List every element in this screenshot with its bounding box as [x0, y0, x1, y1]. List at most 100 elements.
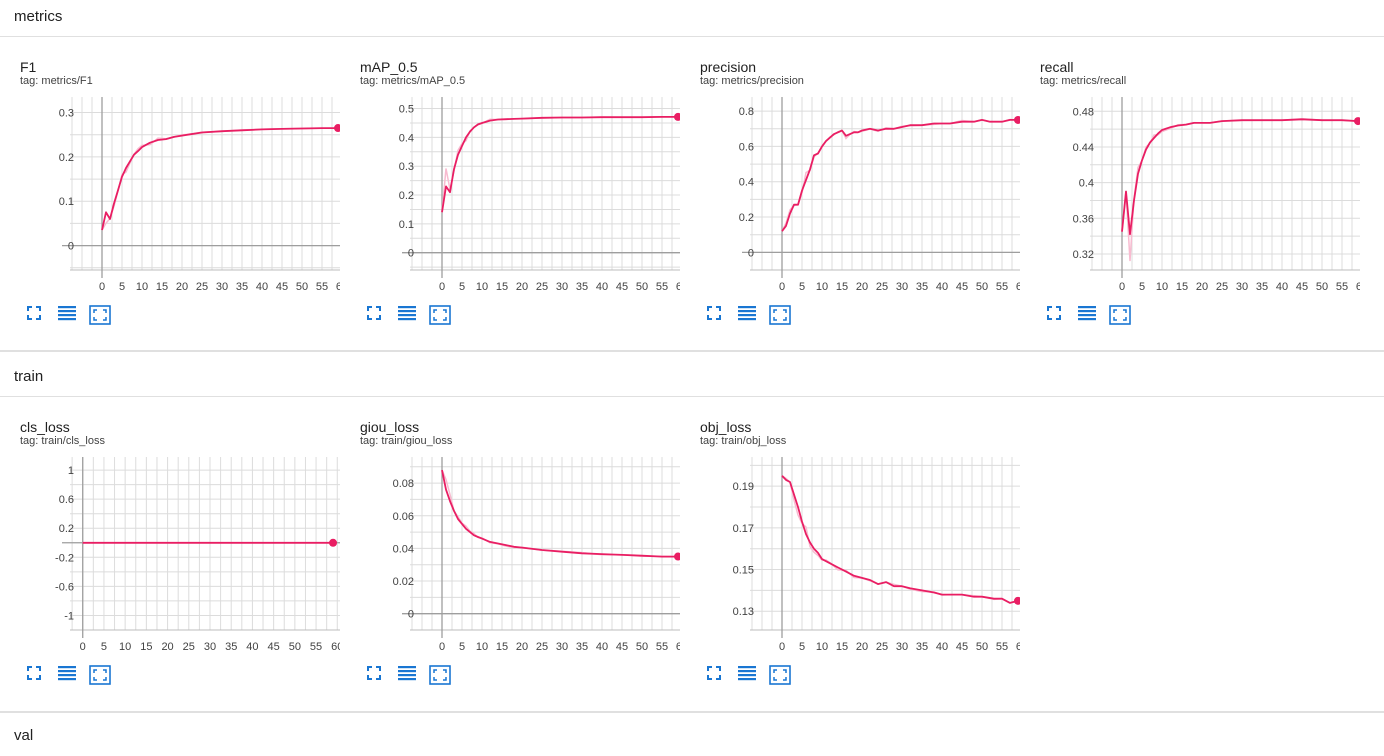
fit-domain-icon [89, 305, 111, 325]
x-tick-label: 15 [496, 281, 508, 293]
x-tick-label: 30 [204, 641, 216, 653]
toggle-log-scale-button[interactable] [397, 305, 419, 325]
x-tick-label: 30 [896, 641, 908, 653]
grid-minor [410, 457, 680, 631]
chart-plot[interactable]: 0 5 10 15 20 25 30 35 40 45 50 55 60 -1 -0.6 -0.2 0.2 0.6… [0, 397, 340, 659]
x-tick-label: 50 [296, 281, 308, 293]
y-tick-label: 0.04 [393, 543, 414, 555]
series-last-point [334, 124, 340, 133]
fit-domain-icon [769, 665, 791, 685]
x-tick-label: 55 [996, 281, 1008, 293]
chart-plot[interactable]: 0 5 10 15 20 25 30 35 40 45 50 55 60 0 0.1 0.2 0.3 0.4 0.5 [340, 37, 680, 299]
fit-domain-button[interactable] [429, 305, 451, 325]
section-header-val[interactable]: val [0, 719, 1384, 756]
fit-domain-button[interactable] [89, 305, 111, 325]
chart-card-cls-loss: cls_loss tag: train/cls_loss 0 5 10 15 20 25 30 3… [0, 397, 340, 717]
series-last-point [1014, 596, 1020, 605]
chart-card-obj-loss: obj_loss tag: train/obj_loss 0 5 10 15 20 25 30 3… [680, 397, 1020, 717]
y-tick-label: -1 [64, 610, 74, 622]
x-tick-label: 40 [936, 281, 948, 293]
chart-plot[interactable]: 0 5 10 15 20 25 30 35 40 45 50 55 60 0.13 0.15 0.17 0.19 [680, 397, 1020, 659]
expand-button[interactable] [366, 665, 388, 685]
chart-plot[interactable]: 0 5 10 15 20 25 30 35 40 45 50 55 60 0 0.1 0.2 0.3 [0, 37, 340, 299]
x-tick-label: 60 [1016, 641, 1020, 653]
series-smoothed-line [781, 475, 1019, 604]
chart-title: recall [1040, 59, 1074, 75]
fit-domain-icon [769, 305, 791, 325]
y-tick-label: 0.4 [399, 132, 414, 144]
expand-icon [1047, 306, 1061, 320]
expand-button[interactable] [706, 665, 728, 685]
fit-domain-button[interactable] [1109, 305, 1131, 325]
x-tick-label: 10 [136, 281, 148, 293]
x-tick-label: 15 [836, 641, 848, 653]
series-last-point [1014, 115, 1020, 124]
y-tick-label: 0.36 [1073, 213, 1094, 225]
x-tick-label: 15 [1176, 281, 1188, 293]
y-tick-label: 0.13 [733, 606, 754, 618]
x-tick-label: 0 [439, 641, 445, 653]
fit-domain-button[interactable] [429, 665, 451, 685]
series-last-point [329, 538, 338, 547]
section-divider [0, 711, 1384, 713]
chart-plot[interactable]: 0 5 10 15 20 25 30 35 40 45 50 55 60 0.32 0.36 0.4 0.44 0… [1020, 37, 1360, 299]
toggle-log-scale-button[interactable] [737, 665, 759, 685]
chart-card-giou-loss: giou_loss tag: train/giou_loss 0 5 10 15 20 25 3… [340, 397, 680, 717]
toggle-log-scale-button[interactable] [57, 305, 79, 325]
expand-icon [707, 306, 721, 320]
expand-button[interactable] [706, 305, 728, 325]
x-tick-label: 10 [119, 641, 131, 653]
chart-tag: tag: train/cls_loss [20, 435, 105, 447]
y-tick-label: 0.3 [59, 108, 74, 120]
toggle-log-scale-button[interactable] [397, 665, 419, 685]
chart-title: cls_loss [20, 419, 70, 435]
x-tick-label: 50 [636, 281, 648, 293]
series-raw-line [781, 475, 1019, 604]
x-tick-label: 20 [856, 641, 868, 653]
chart-title: precision [700, 59, 757, 75]
y-tick-label: 0.15 [733, 565, 754, 577]
chart-plot[interactable]: 0 5 10 15 20 25 30 35 40 45 50 55 60 0 0.02 0.04 0.06 0.0… [340, 397, 680, 659]
x-tick-label: 15 [496, 641, 508, 653]
x-tick-label: 35 [576, 281, 588, 293]
y-tick-label: 0 [408, 248, 414, 260]
section-header-train[interactable]: train [0, 360, 1384, 397]
x-tick-label: 45 [956, 281, 968, 293]
chart-plot[interactable]: 0 5 10 15 20 25 30 35 40 45 50 55 60 0 0.2 0.4 0.6 0.8 [680, 37, 1020, 299]
y-tick-label: 1 [68, 465, 74, 477]
y-tick-label: 0.2 [399, 190, 414, 202]
expand-button[interactable] [26, 665, 48, 685]
x-tick-label: 5 [799, 641, 805, 653]
section-header-metrics[interactable]: metrics [0, 0, 1384, 37]
x-tick-label: 30 [556, 281, 568, 293]
y-tick-label: 0.6 [59, 494, 74, 506]
toggle-log-scale-button[interactable] [737, 305, 759, 325]
fit-domain-button[interactable] [769, 305, 791, 325]
chart-card-precision: precision tag: metrics/precision 0 5 10 15 20 2… [680, 37, 1020, 357]
x-tick-label: 25 [876, 641, 888, 653]
chart-card-recall: recall tag: metrics/recall 0 5 10 15 20 25 30 35 4… [1020, 37, 1360, 357]
fit-domain-button[interactable] [89, 665, 111, 685]
x-tick-label: 25 [536, 641, 548, 653]
x-tick-label: 40 [596, 641, 608, 653]
x-tick-label: 55 [316, 281, 328, 293]
fit-domain-button[interactable] [769, 665, 791, 685]
x-tick-label: 5 [459, 281, 465, 293]
x-tick-label: 40 [246, 641, 258, 653]
x-tick-label: 25 [196, 281, 208, 293]
expand-button[interactable] [366, 305, 388, 325]
y-tick-label: 0.02 [393, 576, 414, 588]
x-tick-label: 25 [876, 281, 888, 293]
y-tick-label: -0.2 [55, 552, 74, 564]
toggle-log-scale-button[interactable] [1077, 305, 1099, 325]
y-tick-label: 0.08 [393, 478, 414, 490]
x-tick-label: 35 [236, 281, 248, 293]
y-tick-label: 0.48 [1073, 106, 1094, 118]
y-tick-label: 0.06 [393, 511, 414, 523]
series-smoothed-line [441, 469, 678, 558]
toggle-log-scale-button[interactable] [57, 665, 79, 685]
expand-button[interactable] [26, 305, 48, 325]
y-tick-label: -0.6 [55, 581, 74, 593]
expand-button[interactable] [1046, 305, 1068, 325]
x-tick-label: 25 [1216, 281, 1228, 293]
